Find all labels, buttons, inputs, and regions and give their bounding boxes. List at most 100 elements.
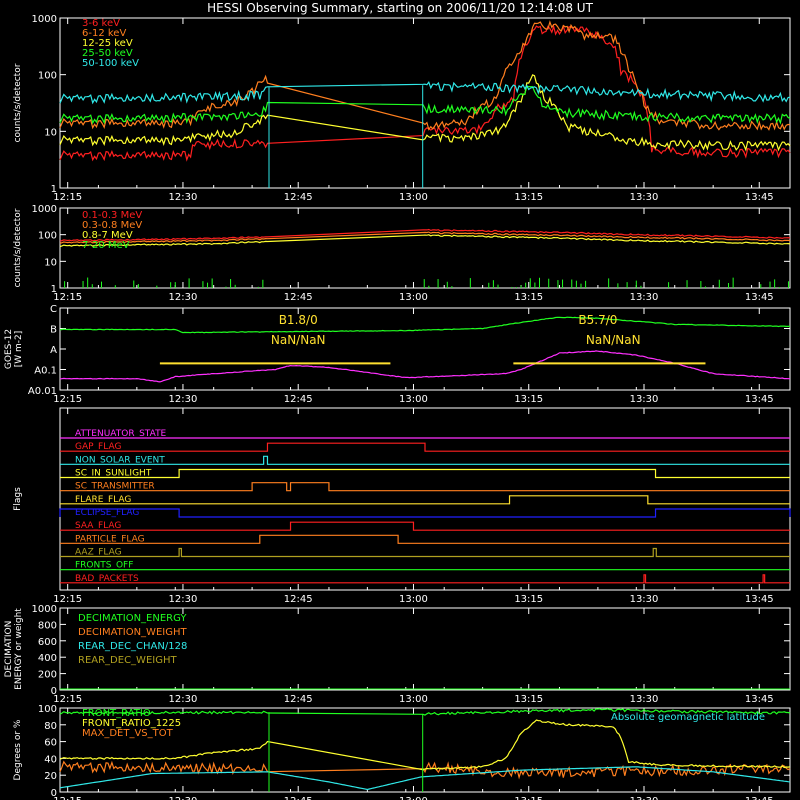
x-tick-label: 13:30: [630, 394, 659, 405]
x-tick-label: 13:45: [745, 192, 774, 203]
y-tick-label: 0: [51, 686, 57, 697]
y-tick-label: 1: [51, 284, 57, 295]
x-tick-label: 12:15: [53, 192, 82, 203]
panels-group: 12:15 12:30 12:45 13:00 13:15 13:30 13:45 count…: [4, 14, 791, 800]
panel-goes: 12:15 12:30 12:45 13:00 13:15 13:30 13:45 GOES-…: [4, 304, 791, 405]
x-tick-label: 12:30: [169, 796, 198, 800]
x-tick-label: 12:45: [284, 192, 313, 203]
y-tick-label: B: [50, 325, 57, 336]
flag-label: PARTICLE_FLAG: [75, 534, 145, 544]
flag-label: FLARE_FLAG: [75, 495, 131, 505]
series-line: [59, 24, 791, 162]
x-tick-label: 13:45: [745, 394, 774, 405]
y-tick-label: 200: [38, 670, 57, 681]
x-tick-label: 12:45: [284, 292, 313, 303]
x-tick-label: 13:15: [514, 694, 543, 705]
y-tick-label: 1: [51, 184, 57, 195]
series-line: [59, 708, 791, 716]
plot-frame: [59, 307, 791, 391]
legend-entry: 7-20 MeV: [82, 240, 130, 251]
goes-annotation: NaN/NaN: [586, 333, 641, 347]
x-tick-label: 12:45: [284, 694, 313, 705]
y-axis-label: [W m-2]: [14, 331, 24, 368]
y-tick-label: 1000: [32, 604, 57, 615]
x-tick-label: 13:15: [514, 192, 543, 203]
x-tick-label: 13:30: [630, 192, 659, 203]
x-tick-label: 13:30: [630, 292, 659, 303]
flag-label: ECLIPSE_FLAG: [75, 508, 139, 518]
y-tick-label: 600: [38, 637, 57, 648]
geomagnetic-latitude-label: Absolute geomagnetic latitude: [611, 712, 765, 723]
panel-flags: 12:15 12:30 12:45 13:00 13:15 13:30 13:45 Flags…: [13, 407, 791, 605]
panel-decimation: 12:15 12:30 12:45 13:00 13:15 13:30 13:45 DECIM…: [4, 604, 791, 705]
x-tick-label: 12:30: [169, 192, 198, 203]
x-tick-label: 13:15: [514, 796, 543, 800]
y-tick-label: 1000: [32, 14, 57, 25]
series-line: [59, 80, 791, 105]
flag-trace: [60, 442, 790, 452]
legend-entry: REAR_DEC_WEIGHT: [78, 655, 177, 666]
y-axis-label: Flags: [13, 487, 23, 511]
x-tick-label: 12:15: [53, 694, 82, 705]
goes-annotation: B1.8/0: [279, 313, 318, 327]
y-tick-label: 20: [44, 771, 57, 782]
y-tick-label: A0.01: [28, 386, 57, 397]
x-tick-label: 13:45: [745, 694, 774, 705]
legend-entry: 0.1-0.3 MeV: [82, 210, 142, 221]
x-tick-label: 13:00: [399, 394, 428, 405]
x-tick-label: 12:30: [169, 694, 198, 705]
x-tick-label: 13:30: [630, 796, 659, 800]
flag-label: NON_SOLAR_EVENT: [75, 455, 165, 465]
flag-trace: [60, 468, 790, 479]
legend-entry: 25-50 keV: [82, 48, 133, 59]
x-tick-label: 13:30: [630, 694, 659, 705]
flag-trace: [60, 534, 790, 544]
y-tick-label: 100: [38, 71, 57, 82]
y-tick-label: 80: [44, 721, 57, 732]
y-tick-label: A0.1: [34, 366, 57, 377]
x-tick-label: 12:15: [53, 292, 82, 303]
legend-entry: MAX_DET_VS_TOT: [82, 728, 174, 739]
y-axis-label: DECIMATION: [4, 621, 14, 678]
y-axis-label: GOES-12: [4, 329, 14, 369]
y-tick-label: A: [50, 345, 57, 356]
legend-entry: DECIMATION_WEIGHT: [78, 627, 187, 638]
series-line: [59, 234, 791, 248]
y-tick-label: 100: [38, 704, 57, 715]
legend-entry: 50-100 keV: [82, 58, 139, 69]
flag-label: FRONTS_OFF: [75, 561, 133, 571]
goes-annotation: B5.7/0: [578, 313, 617, 327]
plot-frame: [59, 607, 791, 691]
x-tick-label: 12:30: [169, 594, 198, 605]
legend-entry: DECIMATION_ENERGY: [78, 613, 187, 624]
y-tick-label: C: [50, 304, 57, 315]
x-tick-label: 13:45: [745, 292, 774, 303]
y-tick-label: 10: [44, 127, 57, 138]
legend-entry: 3-6 keV: [82, 18, 120, 29]
flag-label: AAZ_FLAG: [75, 548, 122, 558]
figure-title: HESSI Observing Summary, starting on 200…: [207, 1, 593, 15]
y-axis-label: counts/s/detector: [13, 208, 23, 287]
x-tick-label: 13:45: [745, 594, 774, 605]
x-tick-label: 13:15: [514, 594, 543, 605]
x-tick-label: 13:00: [399, 796, 428, 800]
x-tick-label: 12:45: [284, 394, 313, 405]
series-line: [59, 74, 791, 152]
series-line: [59, 719, 791, 771]
panel-xray-low: 12:15 12:30 12:45 13:00 13:15 13:30 13:45 count…: [13, 14, 791, 203]
x-tick-label: 13:15: [514, 394, 543, 405]
x-tick-label: 12:15: [53, 394, 82, 405]
panel-ratios: 12:15 12:30 12:45 13:00 13:15 13:30 13:45 Degre…: [13, 704, 791, 800]
y-tick-label: 800: [38, 620, 57, 631]
legend-entry: 6-12 keV: [82, 28, 126, 39]
x-tick-label: 12:30: [169, 394, 198, 405]
y-tick-label: 0: [51, 788, 57, 799]
series-line: [59, 20, 791, 131]
series-line: [59, 316, 791, 334]
flag-label: ATTENUATOR_STATE: [75, 429, 167, 439]
x-tick-label: 12:45: [284, 796, 313, 800]
x-tick-label: 13:00: [399, 292, 428, 303]
x-tick-label: 12:45: [284, 594, 313, 605]
flag-trace: [60, 482, 790, 492]
